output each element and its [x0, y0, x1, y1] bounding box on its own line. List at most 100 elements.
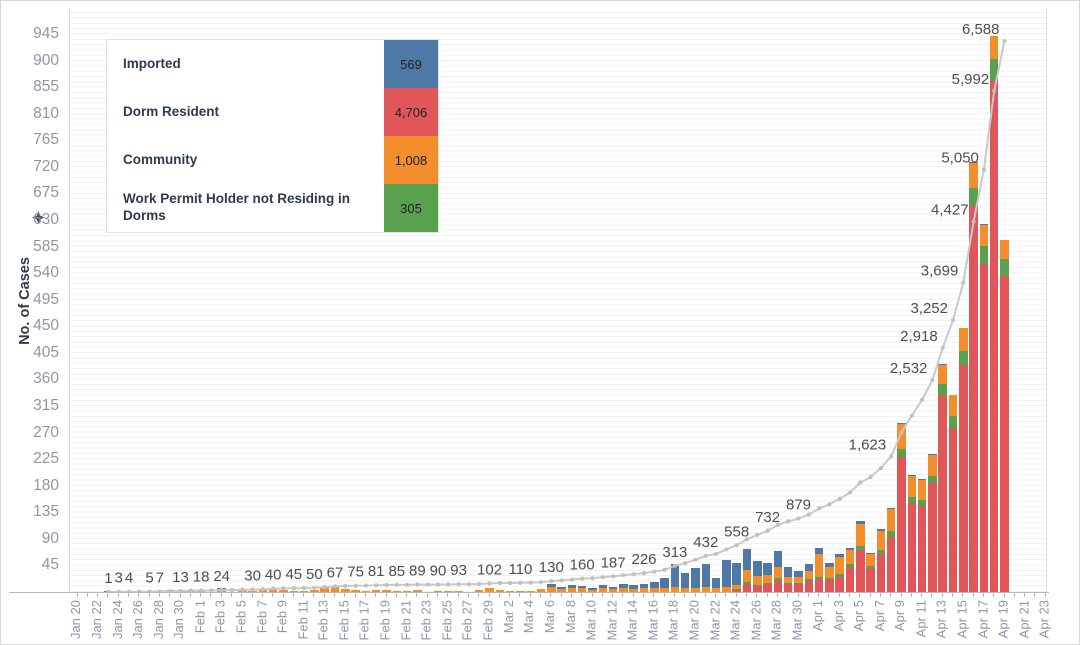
bar-segment-community[interactable] [773, 567, 783, 579]
bar-Mar-20[interactable] [691, 9, 700, 592]
bar-segment-imported[interactable] [753, 561, 762, 577]
bar-Mar-16[interactable] [650, 9, 659, 592]
bar-segment-community[interactable] [856, 523, 865, 546]
bar-segment-community[interactable] [917, 479, 927, 500]
bar-segment-imported[interactable] [691, 568, 700, 588]
bar-Mar-23[interactable] [722, 9, 731, 592]
bar-segment-dorm-resident[interactable] [856, 549, 865, 592]
bar-segment-dorm-resident[interactable] [876, 554, 886, 592]
bar-Apr-4[interactable] [845, 9, 855, 592]
bar-Mar-11[interactable] [598, 9, 608, 592]
bar-segment-imported[interactable] [670, 564, 680, 587]
bar-segment-community[interactable] [928, 455, 937, 477]
bar-Mar-15[interactable] [639, 9, 649, 592]
bar-segment-community[interactable] [742, 569, 752, 582]
bar-Apr-1[interactable] [814, 9, 824, 592]
axis-pin-icon[interactable] [32, 211, 45, 229]
bar-Mar-1[interactable] [495, 9, 505, 592]
bar-segment-dorm-resident[interactable] [959, 364, 968, 592]
bar-Apr-11[interactable] [917, 9, 927, 592]
bar-Mar-24[interactable] [732, 9, 741, 592]
bar-Apr-19[interactable] [1000, 9, 1009, 592]
bar-Mar-17[interactable] [660, 9, 669, 592]
bar-Mar-26[interactable] [753, 9, 762, 592]
bar-segment-community[interactable] [989, 35, 999, 60]
bar-Feb-25[interactable] [444, 9, 453, 592]
bar-segment-community[interactable] [876, 530, 886, 551]
bar-Apr-6[interactable] [866, 9, 875, 592]
bar-Mar-3[interactable] [516, 9, 525, 592]
bar-segment-community[interactable] [753, 576, 762, 585]
bar-segment-community[interactable] [948, 394, 958, 417]
bar-segment-work-permit[interactable] [969, 188, 978, 206]
bar-segment-dorm-resident[interactable] [907, 503, 917, 592]
bar-segment-community[interactable] [959, 328, 968, 351]
bar-segment-community[interactable] [866, 554, 875, 567]
bar-segment-work-permit[interactable] [1000, 258, 1009, 276]
bar-Mar-18[interactable] [670, 9, 680, 592]
bar-Mar-12[interactable] [608, 9, 618, 592]
bar-Apr-7[interactable] [876, 9, 886, 592]
bar-segment-dorm-resident[interactable] [763, 584, 772, 592]
bar-Feb-28[interactable] [474, 9, 484, 592]
bar-Mar-8[interactable] [567, 9, 577, 592]
bar-Apr-14[interactable] [948, 9, 958, 592]
bar-Mar-13[interactable] [619, 9, 628, 592]
bar-segment-work-permit[interactable] [959, 350, 968, 365]
bar-Mar-10[interactable] [588, 9, 597, 592]
cumulative-point-Feb-23[interactable] [425, 582, 430, 587]
bar-Apr-12[interactable] [928, 9, 937, 592]
bar-Feb-26[interactable] [454, 9, 463, 592]
cumulative-point-Feb-27[interactable] [466, 582, 471, 587]
bar-segment-community[interactable] [886, 509, 896, 531]
bar-Mar-2[interactable] [505, 9, 515, 592]
bar-segment-community[interactable] [804, 571, 814, 580]
bar-Apr-8[interactable] [886, 9, 896, 592]
bar-segment-dorm-resident[interactable] [794, 584, 803, 592]
bar-segment-community[interactable] [938, 364, 947, 385]
bar-segment-dorm-resident[interactable] [938, 394, 947, 592]
bar-segment-community[interactable] [835, 556, 844, 575]
bar-Mar-30[interactable] [794, 9, 803, 592]
bar-Mar-4[interactable] [526, 9, 535, 592]
bar-Mar-21[interactable] [701, 9, 711, 592]
bar-segment-work-permit[interactable] [938, 384, 947, 395]
bar-segment-community[interactable] [907, 475, 917, 497]
bar-segment-dorm-resident[interactable] [845, 567, 855, 592]
bar-Apr-16[interactable] [969, 9, 978, 592]
bar-Apr-3[interactable] [835, 9, 844, 592]
bar-Mar-28[interactable] [773, 9, 783, 592]
bar-segment-dorm-resident[interactable] [928, 483, 937, 592]
bar-segment-imported[interactable] [742, 548, 752, 570]
bar-Feb-29[interactable] [485, 9, 494, 592]
bar-Mar-27[interactable] [763, 9, 772, 592]
bar-segment-community[interactable] [845, 550, 855, 565]
bar-segment-dorm-resident[interactable] [866, 568, 875, 592]
bar-segment-imported[interactable] [680, 573, 690, 588]
bar-segment-community[interactable] [814, 554, 824, 577]
bar-segment-imported[interactable] [763, 563, 772, 575]
bar-segment-community[interactable] [825, 566, 834, 579]
bar-Apr-17[interactable] [979, 9, 989, 592]
bar-segment-work-permit[interactable] [897, 449, 906, 458]
legend-item-community[interactable]: Community 1,008 [107, 136, 438, 184]
bar-Mar-25[interactable] [742, 9, 752, 592]
bar-Apr-13[interactable] [938, 9, 947, 592]
bar-segment-community[interactable] [969, 162, 978, 189]
bar-Mar-9[interactable] [577, 9, 587, 592]
bar-segment-dorm-resident[interactable] [825, 580, 834, 592]
bar-segment-dorm-resident[interactable] [814, 579, 824, 592]
bar-segment-imported[interactable] [722, 560, 731, 587]
bar-segment-dorm-resident[interactable] [897, 457, 906, 592]
bar-Apr-9[interactable] [897, 9, 906, 592]
bar-Apr-15[interactable] [959, 9, 968, 592]
bar-Apr-2[interactable] [825, 9, 834, 592]
bar-Mar-31[interactable] [804, 9, 814, 592]
bar-segment-imported[interactable] [804, 564, 814, 572]
bar-Apr-10[interactable] [907, 9, 917, 592]
bar-segment-dorm-resident[interactable] [917, 505, 927, 592]
bar-segment-work-permit[interactable] [989, 59, 999, 81]
bar-segment-work-permit[interactable] [948, 416, 958, 428]
bar-segment-dorm-resident[interactable] [989, 80, 999, 592]
bar-segment-dorm-resident[interactable] [835, 576, 844, 592]
